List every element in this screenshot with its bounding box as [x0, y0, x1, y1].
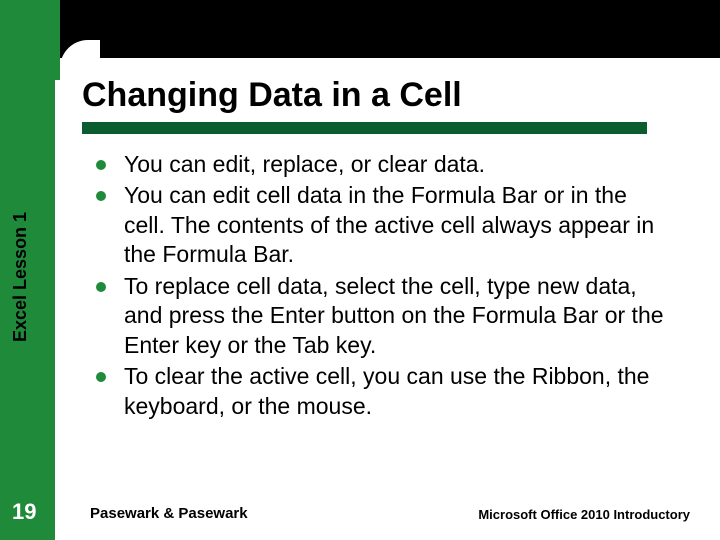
list-item: To clear the active cell, you can use th… [90, 362, 670, 421]
list-item: You can edit, replace, or clear data. [90, 150, 670, 179]
bullet-list: You can edit, replace, or clear data. Yo… [90, 150, 670, 421]
page-number: 19 [12, 499, 36, 525]
title-underline [82, 122, 647, 134]
top-bar [0, 0, 720, 58]
list-item: You can edit cell data in the Formula Ba… [90, 181, 670, 269]
content-area: You can edit, replace, or clear data. Yo… [90, 150, 670, 423]
footer-author: Pasewark & Pasewark [90, 505, 248, 522]
slide: Excel Lesson 1 19 Changing Data in a Cel… [0, 0, 720, 540]
sidebar-label: Excel Lesson 1 [10, 212, 31, 342]
footer-book-title: Microsoft Office 2010 Introductory [478, 507, 690, 522]
page-title: Changing Data in a Cell [82, 76, 462, 115]
list-item: To replace cell data, select the cell, t… [90, 272, 670, 360]
